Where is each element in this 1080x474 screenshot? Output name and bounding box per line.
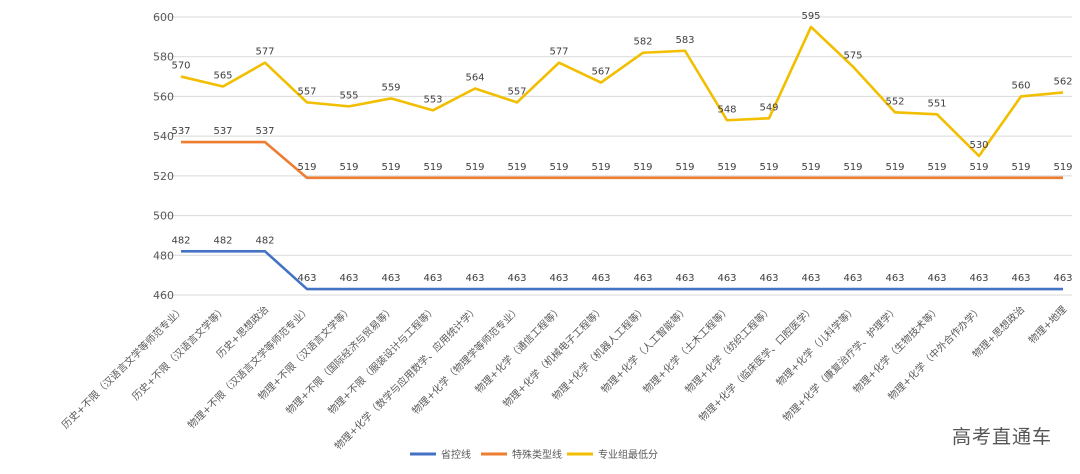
y-tick-label: 500: [153, 210, 174, 223]
x-tick-label: 物理+化学（纺织工程等）: [682, 303, 775, 396]
data-labels: 482 482 482 463 463 463 463 463 463 463 463 463 463 4…: [171, 11, 1072, 284]
legend-label: 专业组最低分: [598, 448, 658, 461]
data-label: 463: [675, 273, 694, 284]
data-label: 519: [507, 162, 526, 173]
x-tick-label: 物理+化学（通信工程等）: [472, 303, 565, 396]
data-label: 482: [213, 235, 232, 246]
watermark: 高考直通车: [951, 426, 1052, 448]
data-label: 583: [675, 35, 694, 46]
data-label: 519: [885, 162, 904, 173]
x-tick-label: 物理+化学（生物技术等）: [850, 303, 943, 396]
data-label: 548: [717, 104, 736, 115]
data-label: 555: [339, 90, 358, 101]
data-label: 463: [549, 273, 568, 284]
data-label: 463: [969, 273, 988, 284]
data-label: 577: [549, 47, 568, 58]
data-label: 537: [255, 126, 274, 137]
data-label: 519: [1011, 162, 1030, 173]
y-tick-label: 600: [153, 11, 174, 24]
data-label: 595: [801, 11, 820, 22]
legend: 省控线 特殊类型线 专业组最低分: [410, 448, 658, 461]
data-label: 582: [633, 37, 652, 48]
data-label: 463: [801, 273, 820, 284]
data-label: 463: [297, 273, 316, 284]
data-label: 519: [1053, 162, 1072, 173]
data-label: 463: [717, 273, 736, 284]
x-tick-label: 物理+化学（数学与应用数学、应用统计学）: [332, 303, 481, 452]
data-label: 519: [423, 162, 442, 173]
data-label: 560: [1011, 80, 1030, 91]
data-label: 553: [423, 94, 442, 105]
data-label: 519: [843, 162, 862, 173]
data-label: 519: [339, 162, 358, 173]
data-label: 519: [465, 162, 484, 173]
data-label: 519: [675, 162, 694, 173]
series-line-1: [181, 250, 1063, 291]
x-tick-label: 物理+化学（儿科学等）: [773, 303, 859, 389]
data-label: 519: [927, 162, 946, 173]
data-label: 575: [843, 51, 862, 62]
data-label: 519: [801, 162, 820, 173]
data-label: 567: [591, 67, 610, 78]
series-line-3: [180, 25, 1064, 158]
x-tick-label: 物理+化学（土木工程等）: [640, 303, 733, 396]
data-label: 519: [591, 162, 610, 173]
data-label: 519: [381, 162, 400, 173]
data-label: 463: [423, 273, 442, 284]
data-label: 519: [633, 162, 652, 173]
data-label: 565: [213, 71, 232, 82]
y-tick-label: 580: [153, 51, 174, 64]
data-label: 562: [1053, 76, 1072, 87]
data-label: 552: [885, 96, 904, 107]
x-tick-label: 物理+地理: [1026, 303, 1069, 346]
data-label: 519: [759, 162, 778, 173]
data-label: 577: [255, 47, 274, 58]
data-label: 551: [927, 98, 946, 109]
x-axis: 历史+不限（汉语言文学等师范专业）历史+不限（汉语言文学等）历史+思想政治物理+…: [59, 303, 1069, 452]
data-label: 559: [381, 82, 400, 93]
series-line-2: [181, 140, 1063, 180]
data-label: 537: [213, 126, 232, 137]
x-tick-label: 物理+化学（人工智能等）: [598, 303, 691, 396]
legend-label: 省控线: [441, 448, 471, 461]
data-label: 519: [297, 162, 316, 173]
data-label: 463: [843, 273, 862, 284]
y-axis: 460 480 500 520 540 560 580 600: [153, 11, 174, 302]
data-label: 463: [759, 273, 778, 284]
data-label: 557: [297, 86, 316, 97]
data-label: 482: [171, 235, 190, 246]
data-label: 530: [969, 140, 988, 151]
y-tick-label: 480: [153, 249, 174, 262]
data-label: 463: [591, 273, 610, 284]
y-tick-label: 520: [153, 170, 174, 183]
data-label: 463: [339, 273, 358, 284]
legend-label: 特殊类型线: [512, 448, 562, 461]
gridlines: [155, 16, 1072, 296]
data-label: 463: [381, 273, 400, 284]
data-label: 570: [171, 61, 190, 72]
data-label: 537: [171, 126, 190, 137]
data-label: 519: [549, 162, 568, 173]
data-label: 463: [885, 273, 904, 284]
y-tick-label: 540: [153, 130, 174, 143]
data-label: 519: [969, 162, 988, 173]
data-label: 463: [633, 273, 652, 284]
data-label: 557: [507, 86, 526, 97]
data-label: 463: [1011, 273, 1030, 284]
data-label: 463: [927, 273, 946, 284]
data-label: 519: [717, 162, 736, 173]
data-label: 463: [1053, 273, 1072, 284]
data-label: 564: [465, 72, 484, 83]
data-label: 549: [759, 102, 778, 113]
y-tick-label: 560: [153, 90, 174, 103]
y-tick-label: 460: [153, 289, 174, 302]
data-label: 463: [507, 273, 526, 284]
data-label: 482: [255, 235, 274, 246]
data-label: 463: [465, 273, 484, 284]
series-lines: [180, 25, 1064, 291]
